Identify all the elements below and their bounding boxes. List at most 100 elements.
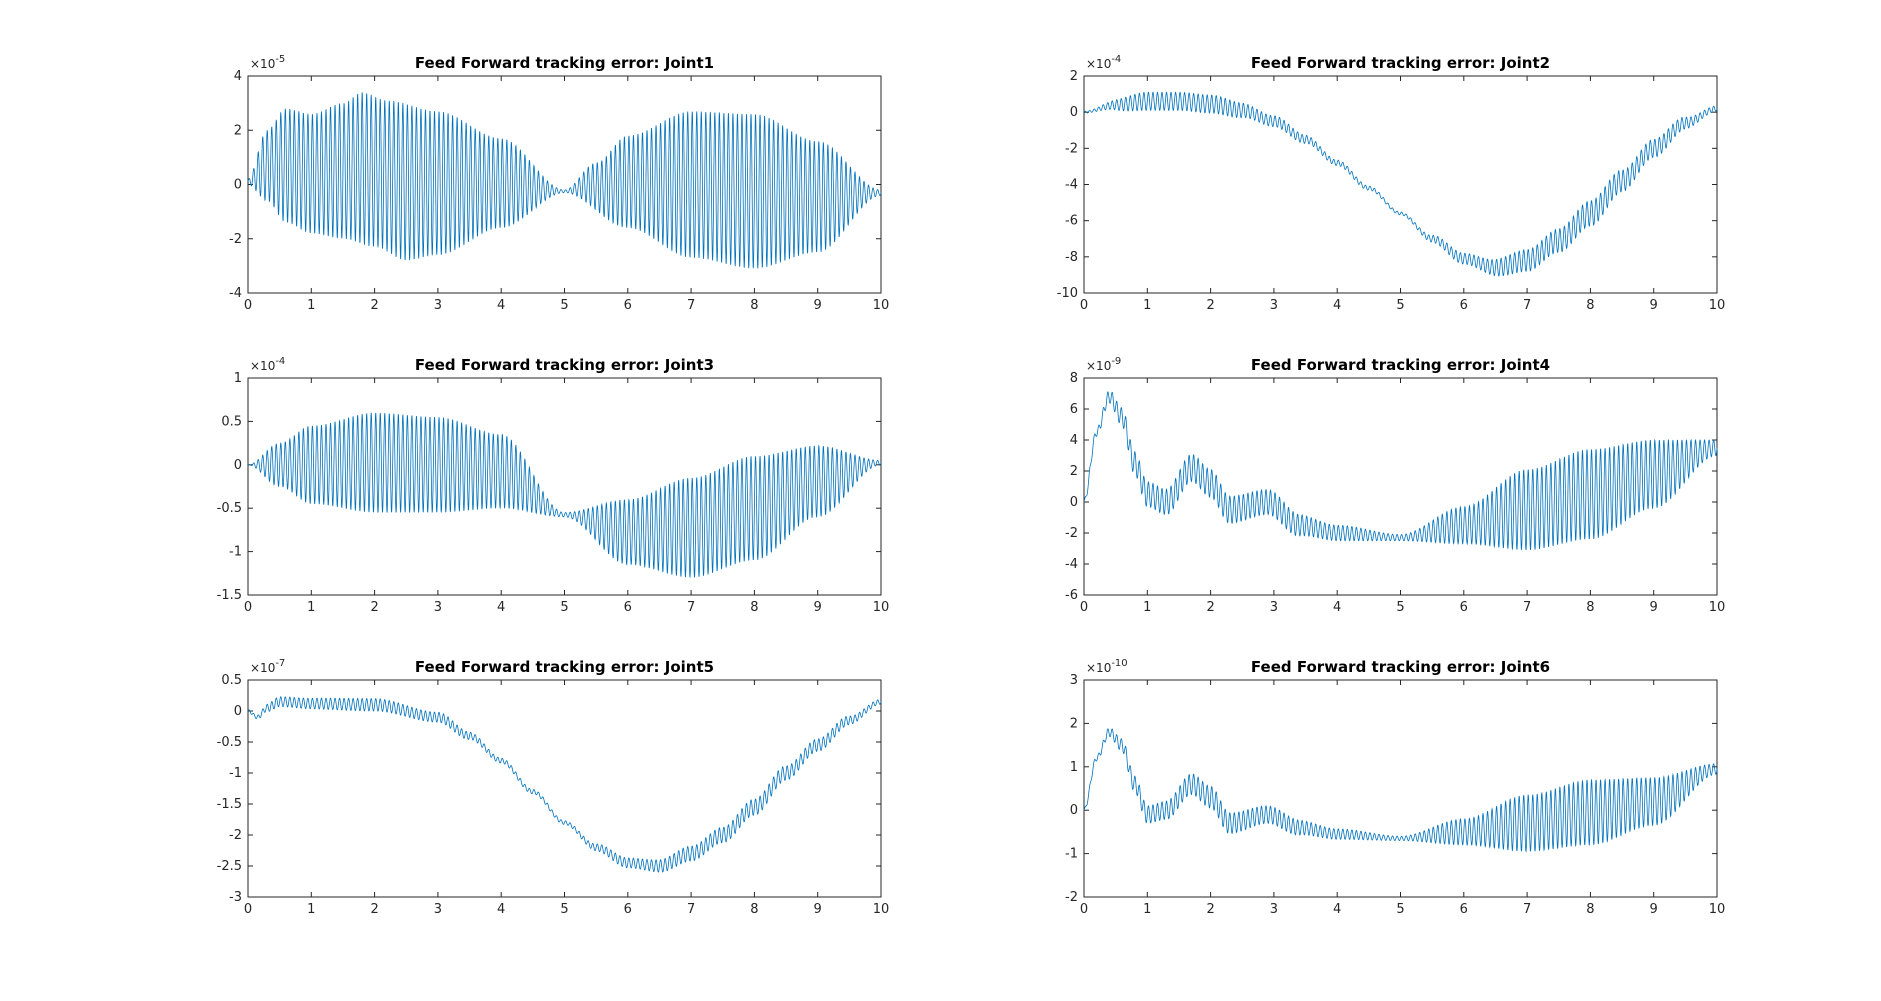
chart-title: Feed Forward tracking error: Joint6 xyxy=(1251,658,1550,676)
x-tick-label: 10 xyxy=(873,298,890,313)
x-tick-label: 2 xyxy=(1206,298,1214,313)
x-tick-label: 7 xyxy=(687,600,695,615)
y-tick-label: 0 xyxy=(1070,495,1078,510)
x-tick-label: 9 xyxy=(1650,600,1658,615)
y-exponent-label: ×10-5 xyxy=(250,54,285,71)
y-tick-label: 0.5 xyxy=(221,673,242,688)
axes-frame xyxy=(247,679,882,898)
x-tick-label: 6 xyxy=(624,600,632,615)
x-tick-label: 6 xyxy=(1460,600,1468,615)
chart-title: Feed Forward tracking error: Joint2 xyxy=(1251,54,1550,72)
y-tick-label: 1 xyxy=(1070,760,1078,775)
subplot-joint4: Feed Forward tracking error: Joint4 ×10-9… xyxy=(1065,356,1725,615)
y-exponent-label: ×10-4 xyxy=(1086,54,1121,71)
y-tick-label: -1.5 xyxy=(217,588,242,603)
x-tick-label: 3 xyxy=(434,600,442,615)
y-tick-label: -2 xyxy=(229,232,242,247)
x-tick-label: 5 xyxy=(1396,298,1404,313)
subplot-joint1: Feed Forward tracking error: Joint1 ×10-5… xyxy=(229,54,889,313)
x-tick-label: 8 xyxy=(750,600,758,615)
x-tick-label: 7 xyxy=(1523,600,1531,615)
y-tick-label: 3 xyxy=(1070,673,1078,688)
x-tick-label: 1 xyxy=(307,902,315,917)
x-tick-label: 0 xyxy=(244,902,252,917)
series-line xyxy=(247,92,882,269)
subplot-joint2: Feed Forward tracking error: Joint2 ×10-4… xyxy=(1057,54,1726,313)
x-tick-label: 0 xyxy=(244,298,252,313)
y-exponent-label: ×10-7 xyxy=(250,658,285,675)
y-tick-label: -1.5 xyxy=(217,797,242,812)
x-tick-label: 0 xyxy=(1080,902,1088,917)
x-tick-label: 4 xyxy=(1333,298,1341,313)
x-tick-label: 3 xyxy=(1270,600,1278,615)
x-tick-label: 4 xyxy=(1333,600,1341,615)
x-tick-label: 1 xyxy=(307,298,315,313)
y-tick-label: 0 xyxy=(234,458,242,473)
x-tick-label: 2 xyxy=(1206,600,1214,615)
series-line xyxy=(1083,91,1718,277)
axes-frame xyxy=(1083,377,1718,596)
y-exponent-label: ×10-9 xyxy=(1086,356,1121,373)
y-tick-label: -2 xyxy=(1065,890,1078,905)
y-tick-label: 4 xyxy=(234,69,242,84)
y-tick-label: 2 xyxy=(234,123,242,138)
x-tick-label: 5 xyxy=(1396,902,1404,917)
y-tick-label: -4 xyxy=(229,286,242,301)
x-tick-label: 1 xyxy=(1143,298,1151,313)
x-tick-label: 3 xyxy=(434,902,442,917)
y-tick-label: -2 xyxy=(1065,526,1078,541)
y-tick-label: 2 xyxy=(1070,716,1078,731)
y-tick-label: 0 xyxy=(1070,803,1078,818)
x-tick-label: 0 xyxy=(1080,298,1088,313)
x-tick-label: 4 xyxy=(1333,902,1341,917)
y-tick-label: 2 xyxy=(1070,464,1078,479)
x-tick-label: 5 xyxy=(560,600,568,615)
x-tick-label: 6 xyxy=(624,298,632,313)
x-tick-label: 6 xyxy=(1460,902,1468,917)
chart-title: Feed Forward tracking error: Joint4 xyxy=(1251,356,1550,374)
axes-frame xyxy=(1083,75,1718,294)
x-tick-label: 7 xyxy=(1523,298,1531,313)
x-tick-label: 10 xyxy=(1709,298,1726,313)
y-tick-label: -6 xyxy=(1065,214,1078,229)
x-tick-label: 7 xyxy=(1523,902,1531,917)
x-tick-label: 8 xyxy=(1586,600,1594,615)
x-tick-label: 2 xyxy=(370,600,378,615)
x-tick-label: 10 xyxy=(873,600,890,615)
x-tick-label: 10 xyxy=(873,902,890,917)
y-tick-label: -4 xyxy=(1065,557,1078,572)
x-tick-label: 1 xyxy=(1143,600,1151,615)
chart-title: Feed Forward tracking error: Joint3 xyxy=(415,356,714,374)
x-tick-label: 10 xyxy=(1709,902,1726,917)
subplot-joint6: Feed Forward tracking error: Joint6 ×10-1… xyxy=(1065,658,1725,917)
y-exponent-label: ×10-10 xyxy=(1086,658,1128,675)
x-tick-label: 4 xyxy=(497,902,505,917)
x-tick-label: 0 xyxy=(244,600,252,615)
x-tick-label: 10 xyxy=(1709,600,1726,615)
y-tick-label: 6 xyxy=(1070,402,1078,417)
x-tick-label: 9 xyxy=(1650,902,1658,917)
subplot-joint5: Feed Forward tracking error: Joint5 ×10-7… xyxy=(217,658,890,917)
y-tick-label: 2 xyxy=(1070,69,1078,84)
x-tick-label: 2 xyxy=(370,298,378,313)
x-tick-label: 4 xyxy=(497,298,505,313)
y-tick-label: -1 xyxy=(1065,847,1078,862)
x-tick-label: 5 xyxy=(1396,600,1404,615)
axes-frame xyxy=(1083,679,1718,898)
x-tick-label: 2 xyxy=(1206,902,1214,917)
x-tick-label: 1 xyxy=(1143,902,1151,917)
x-tick-label: 1 xyxy=(307,600,315,615)
y-tick-label: -1 xyxy=(229,545,242,560)
axes-frame xyxy=(247,377,882,596)
y-tick-label: 4 xyxy=(1070,433,1078,448)
x-tick-label: 5 xyxy=(560,902,568,917)
x-tick-label: 2 xyxy=(370,902,378,917)
x-tick-label: 5 xyxy=(560,298,568,313)
x-tick-label: 8 xyxy=(750,902,758,917)
x-tick-label: 3 xyxy=(1270,902,1278,917)
x-tick-label: 8 xyxy=(1586,902,1594,917)
series-line xyxy=(248,412,882,578)
series-line xyxy=(247,696,882,873)
x-tick-label: 3 xyxy=(1270,298,1278,313)
